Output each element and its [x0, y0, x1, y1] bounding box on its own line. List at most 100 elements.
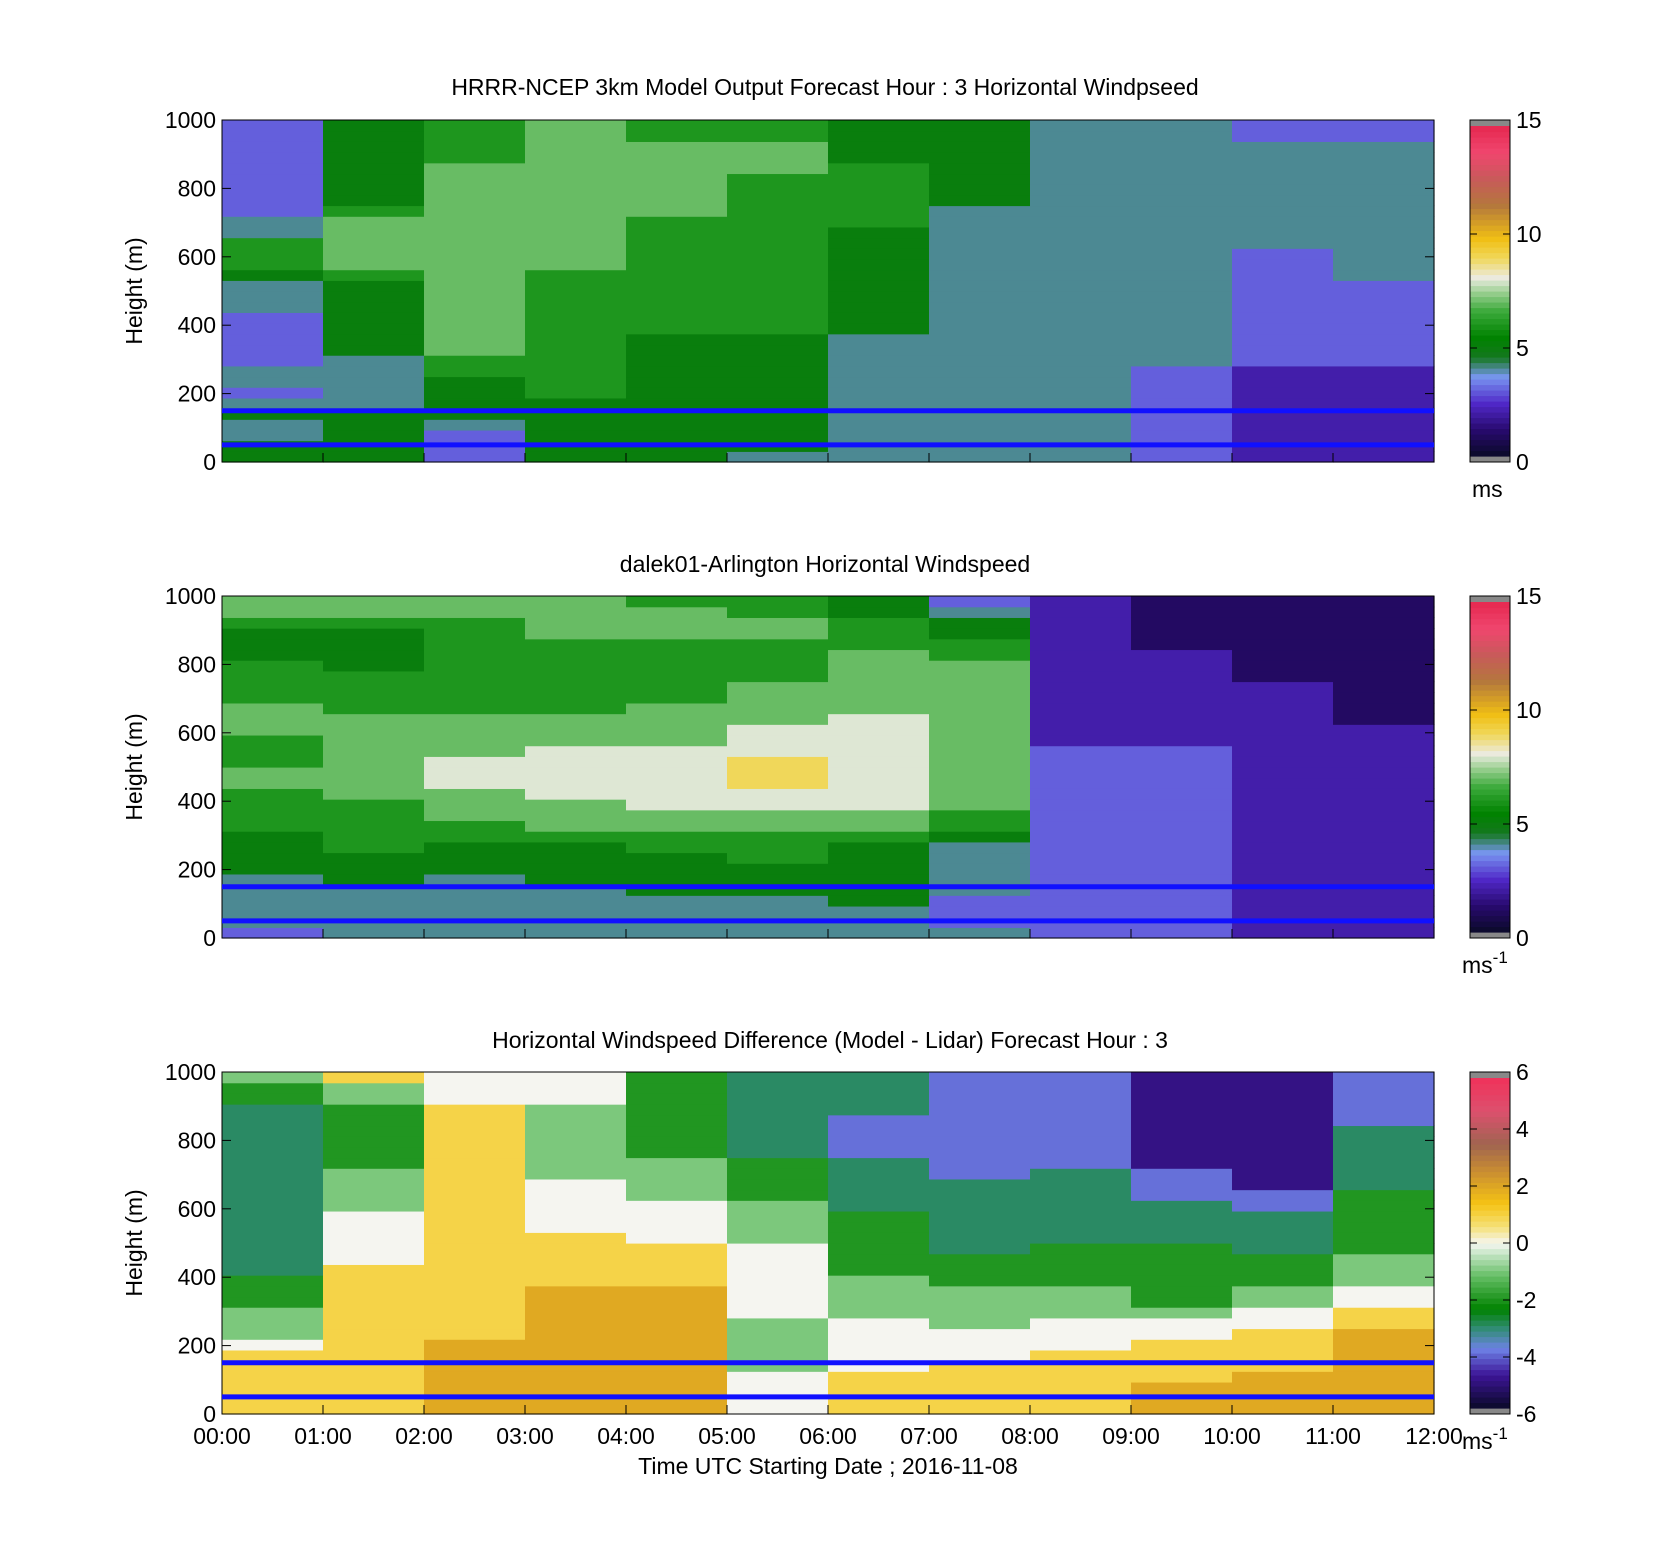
- heat-cell: [929, 873, 1031, 886]
- colorbar-segment: [1470, 921, 1510, 928]
- heat-cell: [222, 162, 324, 175]
- heat-cell: [828, 777, 930, 789]
- heat-cell: [323, 1317, 425, 1330]
- heat-cell: [626, 1114, 728, 1127]
- heat-cell: [828, 333, 930, 346]
- heat-cell: [323, 1178, 425, 1191]
- heat-cell: [424, 344, 526, 356]
- heat-cell: [222, 184, 324, 196]
- heat-cell: [323, 606, 425, 618]
- heat-cell: [1030, 895, 1132, 907]
- heat-cell: [828, 788, 930, 800]
- colorbar-segment: [1470, 175, 1510, 182]
- heat-cell: [626, 312, 728, 324]
- heat-cell: [828, 745, 930, 757]
- heat-cell: [222, 216, 324, 228]
- heat-cell: [1333, 852, 1435, 864]
- heat-cell: [1131, 376, 1233, 388]
- heat-cell: [1030, 1285, 1132, 1298]
- colorbar-segment: [1470, 362, 1510, 369]
- heat-cell: [424, 809, 526, 822]
- colorbar-segment: [1470, 723, 1510, 730]
- heat-cell: [1232, 184, 1334, 196]
- heat-cell: [222, 1136, 324, 1148]
- heat-cell: [1232, 1317, 1334, 1330]
- x-tick-label: 06:00: [799, 1423, 857, 1449]
- heat-cell: [727, 905, 829, 918]
- heat-cell: [1232, 387, 1334, 399]
- heat-cell: [1232, 831, 1334, 843]
- colorbar-segment: [1470, 750, 1510, 757]
- y-tick-label: 0: [203, 925, 216, 951]
- heat-cell: [626, 280, 728, 292]
- heat-cell: [1131, 809, 1233, 822]
- colorbar-segment: [1470, 269, 1510, 276]
- heat-cell: [727, 152, 829, 164]
- colorbar-segment: [1470, 1281, 1510, 1288]
- x-tick-label: 02:00: [395, 1423, 453, 1449]
- colorbar-segment: [1470, 1265, 1510, 1272]
- heat-cell: [1030, 387, 1132, 399]
- heat-cell: [1030, 184, 1132, 196]
- heat-cell: [929, 1264, 1031, 1276]
- heat-cell: [525, 1243, 627, 1255]
- heat-cell: [525, 1403, 627, 1415]
- heat-cell: [828, 1328, 930, 1340]
- heat-cell: [929, 905, 1031, 918]
- heat-cell: [727, 638, 829, 651]
- heat-cell: [323, 1339, 425, 1351]
- heat-cell: [1030, 1232, 1132, 1244]
- heat-cell: [1131, 927, 1233, 939]
- heat-cell: [929, 1243, 1031, 1255]
- heat-cell: [929, 820, 1031, 832]
- panel-title: dalek01-Arlington Horizontal Windspeed: [620, 551, 1030, 577]
- heat-cell: [222, 1264, 324, 1276]
- heat-cell: [1232, 660, 1334, 672]
- heat-cell: [222, 638, 324, 651]
- heat-cell: [828, 884, 930, 896]
- colorbar-segment: [1470, 434, 1510, 441]
- heat-cell: [1333, 841, 1435, 854]
- colorbar-segment: [1470, 186, 1510, 193]
- heat-cell: [626, 152, 728, 164]
- heat-cell: [1232, 397, 1334, 410]
- heat-cell: [929, 408, 1031, 420]
- heat-cell: [222, 323, 324, 335]
- heat-cell: [727, 734, 829, 747]
- heat-cell: [1333, 884, 1435, 896]
- heat-cell: [929, 1232, 1031, 1244]
- heat-cell: [424, 291, 526, 303]
- heat-cell: [828, 1200, 930, 1212]
- colorbar-tick-label: 2: [1516, 1173, 1529, 1199]
- heat-cell: [1333, 1200, 1435, 1212]
- colorbar-segment: [1470, 131, 1510, 138]
- heat-cell: [727, 1178, 829, 1191]
- heat-cell: [1131, 355, 1233, 367]
- heat-cell: [1232, 841, 1334, 854]
- heat-cell: [1232, 1093, 1334, 1105]
- heat-cell: [424, 1072, 526, 1084]
- heat-cell: [222, 1189, 324, 1201]
- x-tick-label: 08:00: [1001, 1423, 1059, 1449]
- heat-cell: [626, 323, 728, 335]
- colorbar-tick-label: -2: [1516, 1287, 1536, 1313]
- heat-cell: [323, 216, 425, 228]
- colorbar-segment: [1470, 1303, 1510, 1310]
- heat-cell: [929, 1136, 1031, 1148]
- heat-cell: [1030, 205, 1132, 217]
- heat-cell: [323, 756, 425, 768]
- heat-cell: [222, 419, 324, 431]
- heat-cell: [1333, 323, 1435, 335]
- heat-cell: [1030, 799, 1132, 811]
- heat-cell: [929, 1317, 1031, 1330]
- colorbar-segment: [1470, 1138, 1510, 1145]
- heat-cell: [424, 1317, 526, 1330]
- heat-cell: [323, 1349, 425, 1362]
- heat-cell: [828, 1125, 930, 1137]
- heat-cell: [525, 451, 627, 463]
- heat-cell: [1030, 1168, 1132, 1180]
- colorbar-frame: [1469, 119, 1511, 463]
- colorbar-segment: [1470, 318, 1510, 325]
- heat-cell: [1333, 617, 1435, 629]
- heat-cell: [525, 1349, 627, 1362]
